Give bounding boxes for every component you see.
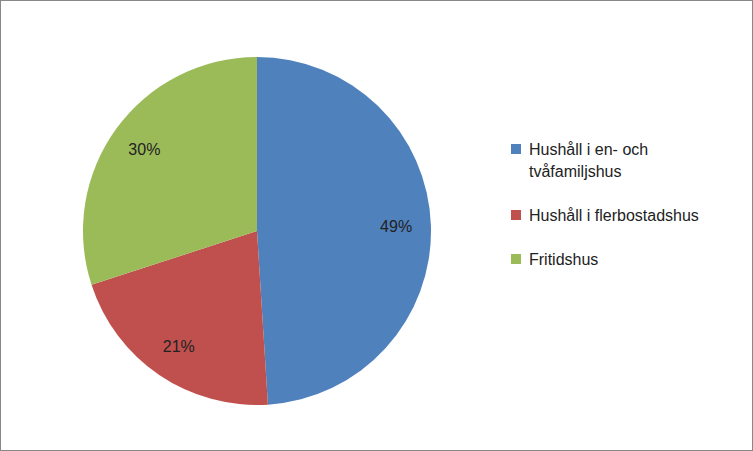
svg-text:30%: 30%: [128, 141, 160, 158]
html-text:Fritidshus: Fritidshus: [529, 251, 599, 268]
svg-text:49%: 49%: [380, 218, 412, 235]
html-text:Hushåll i flerbostadshus: Hushåll i flerbostadshus: [529, 207, 699, 224]
html-text:Hushåll i en- och tvåfamiljshu: Hushåll i en- och tvåfamiljshus: [529, 141, 649, 180]
svg-text:21%: 21%: [163, 338, 195, 355]
